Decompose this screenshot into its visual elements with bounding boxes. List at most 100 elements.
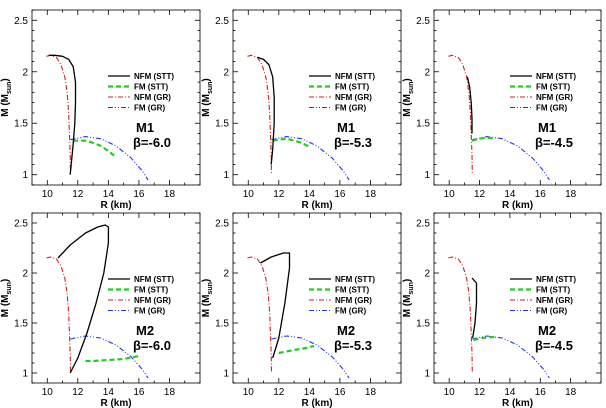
model-label: M2 <box>337 323 355 338</box>
legend-label-fm-gr: FM (GR) <box>134 307 165 316</box>
x-tick-label: 16 <box>133 189 145 200</box>
model-label: M2 <box>136 323 154 338</box>
x-axis-title: R (km) <box>301 398 332 408</box>
legend-label-fm-stt: FM (STT) <box>536 286 571 295</box>
x-tick-label: 14 <box>304 189 316 200</box>
x-tick-label: 12 <box>273 387 285 398</box>
plot-frame <box>31 212 201 384</box>
plot-frame <box>433 9 602 186</box>
y-tick-label: 2 <box>22 269 28 280</box>
y-tick-label: 2.5 <box>14 219 28 230</box>
legend-label-fm-stt: FM (STT) <box>335 83 370 92</box>
y-tick-label: 1 <box>223 170 229 181</box>
y-tick-label: 1 <box>22 170 28 181</box>
series-nfm-stt <box>48 54 77 175</box>
legend-label-nfm-stt: NFM (STT) <box>134 275 174 284</box>
series-nfm-gr <box>46 256 72 374</box>
x-tick-label: 10 <box>444 387 456 398</box>
legend-label-fm-stt: FM (STT) <box>335 286 370 295</box>
beta-label: β=-5.3 <box>334 338 372 353</box>
y-tick-label: 2.5 <box>416 219 430 230</box>
x-axis-title: R (km) <box>100 200 131 211</box>
series-fm-stt <box>85 354 140 363</box>
model-label: M1 <box>337 120 355 135</box>
y-tick-label: 2.5 <box>215 16 229 27</box>
x-tick-label: 12 <box>72 387 84 398</box>
beta-label: β=-6.0 <box>133 135 171 150</box>
legend-label-nfm-stt: NFM (STT) <box>335 72 375 81</box>
legend-label-nfm-gr: NFM (GR) <box>536 93 573 102</box>
series-fm-gr <box>70 136 149 181</box>
x-tick-label: 16 <box>535 387 547 398</box>
y-axis-title: M (Msun) <box>0 78 13 117</box>
series-nfm-gr <box>448 54 473 175</box>
y-tick-label: 2 <box>22 67 28 78</box>
panel-4: 10 12 14 16 18 1 1.5 2 2.5 R (km) M (Msun) NFM (STT… <box>0 212 201 408</box>
legend-label-fm-stt: FM (STT) <box>536 83 571 92</box>
y-axis-title: M (Msun) <box>0 279 13 318</box>
model-label: M1 <box>136 120 154 135</box>
legend-label-fm-stt: FM (STT) <box>134 83 169 92</box>
x-tick-label: 14 <box>103 387 115 398</box>
panel-3: 10 12 14 16 18 1 1.5 2 2.5 R (km) M (Msun) NFM (STT… <box>402 9 602 211</box>
x-tick-label: 12 <box>273 189 285 200</box>
x-tick-label: 10 <box>243 189 255 200</box>
series-nfm-stt <box>257 56 275 165</box>
series-nfm-gr <box>448 256 473 374</box>
series-fm-gr <box>472 335 550 379</box>
x-tick-label: 14 <box>504 387 516 398</box>
x-tick-label: 12 <box>72 189 84 200</box>
plot-frame <box>433 212 602 384</box>
x-tick-label: 18 <box>164 189 176 200</box>
legend-label-fm-gr: FM (GR) <box>536 104 567 113</box>
legend-label-nfm-gr: NFM (GR) <box>134 296 171 305</box>
series-nfm-stt <box>57 224 110 374</box>
x-axis-title: R (km) <box>502 200 533 211</box>
legend-label-fm-gr: FM (GR) <box>335 104 366 113</box>
y-tick-label: 2.5 <box>215 219 229 230</box>
series-nfm-stt <box>466 76 473 134</box>
x-tick-label: 16 <box>334 189 346 200</box>
legend-label-nfm-stt: NFM (STT) <box>536 275 576 284</box>
y-axis-title: M (Msun) <box>402 279 415 318</box>
x-tick-label: 16 <box>133 387 145 398</box>
x-tick-label: 10 <box>243 387 255 398</box>
legend-label-nfm-gr: NFM (GR) <box>536 296 573 305</box>
y-tick-label: 1.5 <box>416 319 430 330</box>
plot-frame <box>232 212 402 384</box>
panel-5: 10 12 14 16 18 1 1.5 2 2.5 R (km) M (Msun) NFM (STT… <box>201 212 402 408</box>
legend-label-nfm-gr: NFM (GR) <box>335 93 372 102</box>
x-tick-label: 18 <box>365 189 377 200</box>
panel-2: 10 12 14 16 18 1 1.5 2 2.5 R (km) M (Msun) NFM (STT… <box>201 9 402 211</box>
y-tick-label: 1 <box>22 369 28 380</box>
y-tick-label: 1.5 <box>416 119 430 130</box>
x-axis-title: R (km) <box>502 398 533 408</box>
y-tick-label: 1.5 <box>215 319 229 330</box>
y-tick-label: 2.5 <box>416 16 430 27</box>
y-tick-label: 1.5 <box>14 119 28 130</box>
y-tick-label: 1.5 <box>14 319 28 330</box>
legend-label-fm-stt: FM (STT) <box>134 286 169 295</box>
x-tick-label: 14 <box>504 189 516 200</box>
legend-label-nfm-stt: NFM (STT) <box>134 72 174 81</box>
x-tick-label: 10 <box>444 189 456 200</box>
y-tick-label: 1.5 <box>215 119 229 130</box>
x-tick-label: 18 <box>565 387 577 398</box>
y-tick-label: 1 <box>424 369 430 380</box>
series-fm-stt <box>278 344 315 355</box>
series-nfm-stt <box>260 252 291 359</box>
series-nfm-gr <box>247 256 273 374</box>
series-fm-stt <box>471 136 495 142</box>
y-tick-label: 1 <box>223 369 229 380</box>
y-axis-title: M (Msun) <box>201 279 214 318</box>
series-nfm-stt <box>471 277 478 339</box>
legend-label-nfm-stt: NFM (STT) <box>536 72 576 81</box>
legend-label-fm-gr: FM (GR) <box>134 104 165 113</box>
series-fm-gr <box>271 136 350 181</box>
y-tick-label: 1 <box>424 170 430 181</box>
x-tick-label: 10 <box>42 189 54 200</box>
beta-label: β=-4.5 <box>535 135 573 150</box>
x-tick-label: 16 <box>334 387 346 398</box>
x-tick-label: 16 <box>535 189 547 200</box>
